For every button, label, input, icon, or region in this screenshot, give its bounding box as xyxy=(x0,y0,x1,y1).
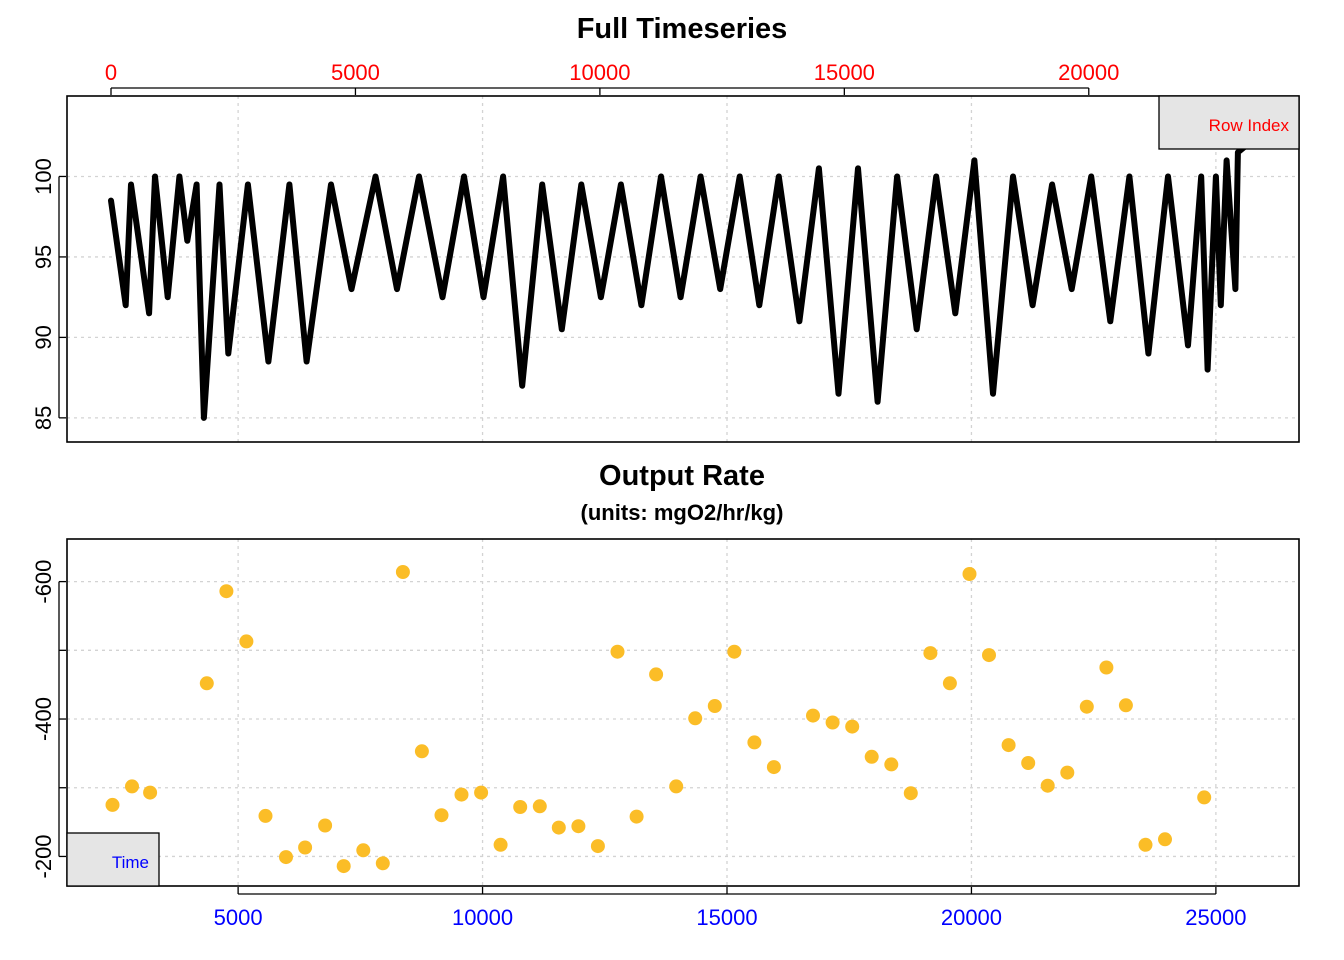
output-rate-point xyxy=(1158,832,1172,847)
row-index-tick-label: 5000 xyxy=(331,60,380,85)
output-rate-point xyxy=(610,644,625,659)
output-rate-title: Output Rate xyxy=(599,460,765,492)
time-tick-label: 10000 xyxy=(452,905,513,930)
row-index-axis: 0 5000 10000 15000 20000 xyxy=(105,60,1119,95)
output-rate-point xyxy=(571,819,586,834)
timeseries-title: Full Timeseries xyxy=(577,13,788,45)
timeseries-panel: Full Timeseries 0 5000 10000 15000 20000 85 9… xyxy=(31,13,1300,443)
output-rate-grid xyxy=(67,539,1299,886)
time-axis: 5000 10000 15000 20000 25000 xyxy=(214,887,1246,930)
output-rate-point xyxy=(395,565,410,579)
output-rate-panel: Output Rate (units: mgO2/hr/kg) 5000 1000… xyxy=(31,460,1300,930)
output-rate-point xyxy=(239,634,254,649)
row-index-tick-label: 20000 xyxy=(1058,60,1119,85)
time-legend-label: Time xyxy=(112,853,149,872)
output-rate-point xyxy=(747,735,762,750)
output-rate-point xyxy=(298,840,313,855)
output-rate-point xyxy=(219,584,234,599)
output-rate-point xyxy=(688,711,703,726)
timeseries-y-tick-label: 90 xyxy=(31,325,56,349)
output-rate-point xyxy=(1118,698,1133,713)
timeseries-y-axis: 85 90 95 100 xyxy=(31,158,66,430)
output-rate-point xyxy=(375,856,390,871)
time-tick-label: 5000 xyxy=(214,905,263,930)
output-rate-point xyxy=(434,808,449,823)
timeseries-y-tick-label: 85 xyxy=(31,406,56,430)
output-rate-point xyxy=(513,800,528,814)
output-rate-point xyxy=(903,786,918,801)
output-rate-point xyxy=(766,760,781,775)
output-rate-point xyxy=(864,749,879,764)
output-rate-point xyxy=(669,779,684,794)
output-rate-point xyxy=(143,785,158,800)
output-rate-point xyxy=(105,797,120,812)
output-rate-point xyxy=(414,744,429,759)
output-rate-subtitle: (units: mgO2/hr/kg) xyxy=(581,500,784,525)
output-rate-point xyxy=(258,808,273,823)
output-rate-plot-frame xyxy=(66,538,1300,887)
time-tick-label: 25000 xyxy=(1185,905,1246,930)
output-rate-point xyxy=(493,837,508,852)
output-rate-point xyxy=(532,799,547,814)
output-rate-point xyxy=(825,715,840,730)
output-rate-point xyxy=(551,820,566,835)
output-rate-point xyxy=(1060,765,1075,780)
row-index-legend-box xyxy=(1158,95,1300,150)
output-rate-y-tick-label: -200 xyxy=(31,834,56,878)
output-rate-point xyxy=(707,699,722,713)
row-index-tick-label: 10000 xyxy=(569,60,630,85)
output-rate-point xyxy=(923,646,938,661)
timeseries-plot-frame xyxy=(66,95,1300,443)
output-rate-y-axis: -200 -400 -600 xyxy=(31,560,66,878)
timeseries-line xyxy=(108,141,1251,421)
output-rate-point xyxy=(590,839,605,854)
output-rate-point xyxy=(982,648,996,663)
timeseries-y-tick-label: 100 xyxy=(31,158,56,195)
output-rate-point xyxy=(727,644,742,659)
output-rate-point xyxy=(962,567,977,581)
output-rate-point xyxy=(1099,660,1114,675)
row-index-legend: Row Index xyxy=(1158,95,1300,150)
output-rate-point xyxy=(199,676,214,691)
output-rate-point xyxy=(845,719,860,734)
row-index-tick-label: 15000 xyxy=(814,60,875,85)
output-rate-points xyxy=(105,565,1212,874)
timeseries-series-line xyxy=(108,141,1251,421)
time-tick-label: 15000 xyxy=(696,905,757,930)
row-index-tick-label: 0 xyxy=(105,60,117,85)
output-rate-point xyxy=(1040,778,1055,793)
output-rate-point xyxy=(649,667,664,682)
output-rate-point xyxy=(1197,790,1212,805)
output-rate-point xyxy=(336,859,351,874)
output-rate-point xyxy=(884,757,899,772)
row-index-legend-label: Row Index xyxy=(1209,116,1290,135)
time-legend: Time xyxy=(66,832,160,887)
output-rate-point xyxy=(806,708,820,723)
time-tick-label: 20000 xyxy=(941,905,1002,930)
output-rate-point xyxy=(356,843,371,858)
output-rate-point xyxy=(279,850,293,865)
output-rate-point xyxy=(1001,738,1016,753)
timeseries-y-tick-label: 95 xyxy=(31,245,56,269)
output-rate-point xyxy=(474,785,489,800)
output-rate-y-tick-label: -400 xyxy=(31,697,56,741)
output-rate-point xyxy=(125,779,139,794)
output-rate-point xyxy=(629,809,644,824)
output-rate-point xyxy=(1079,699,1094,714)
output-rate-point xyxy=(454,787,469,802)
output-rate-point xyxy=(318,818,333,833)
output-rate-y-tick-label: -600 xyxy=(31,560,56,604)
output-rate-point xyxy=(1138,837,1153,852)
output-rate-point xyxy=(942,676,957,691)
time-legend-box xyxy=(66,832,160,887)
output-rate-point xyxy=(1021,756,1036,770)
